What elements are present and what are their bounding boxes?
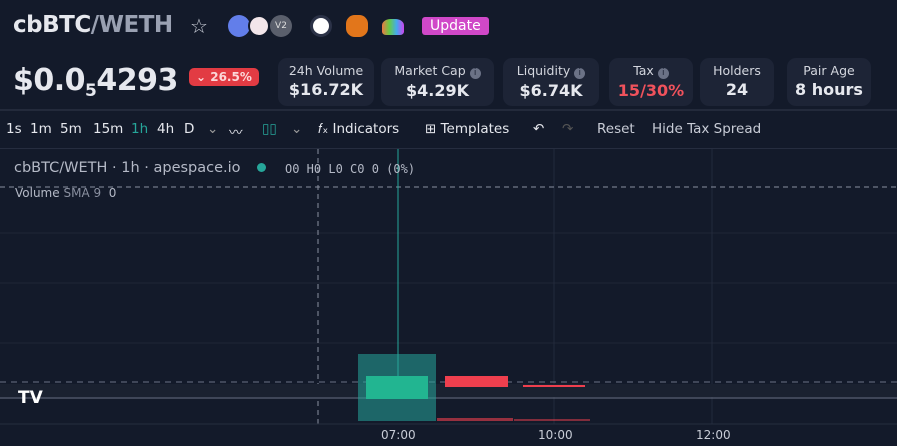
pair-title: cbBTC/WETH	[13, 12, 173, 38]
candles-icon[interactable]: ▯▯	[262, 121, 277, 137]
candle	[523, 385, 585, 387]
status-dot	[257, 163, 267, 172]
x-tick: 10:00	[538, 428, 573, 442]
ohlc-readout: O0 H0 L0 C0 0 (0%)	[285, 162, 416, 176]
metamask-icon[interactable]	[346, 15, 368, 37]
price: $0.054293	[13, 63, 178, 101]
price-change-badge: ⌄ 26.5%	[189, 68, 259, 86]
info-icon[interactable]: i	[657, 68, 669, 79]
stat-card: Tax i 15/30%	[609, 58, 693, 106]
update-button[interactable]: Update	[422, 17, 489, 35]
line-chart-icon[interactable]: 〰	[229, 125, 243, 141]
ethereum-icon[interactable]	[228, 15, 250, 37]
redo-icon[interactable]: ↷	[562, 121, 574, 137]
volume-bar	[514, 419, 590, 421]
stat-card: Pair Age 8 hours	[787, 58, 871, 106]
exchange-icon[interactable]	[248, 15, 270, 37]
interval-1s[interactable]: 1s	[6, 121, 22, 137]
interval-5m[interactable]: 5m	[60, 121, 82, 137]
indicators-button[interactable]: 𝑓ₓ Indicators	[318, 121, 400, 137]
v2-badge: V2	[270, 15, 292, 37]
star-icon[interactable]: ☆	[190, 14, 208, 38]
divider	[0, 109, 897, 111]
chevron-down-icon[interactable]: ⌄	[291, 121, 303, 137]
chart-icon[interactable]	[310, 15, 332, 37]
reset-button[interactable]: Reset	[597, 121, 635, 137]
volume-bar	[437, 418, 513, 421]
volume-legend: Volume SMA 9 0	[15, 186, 117, 200]
fx-icon: 𝑓ₓ	[318, 121, 329, 137]
hide-tax-spread-button[interactable]: Hide Tax Spread	[652, 121, 762, 137]
candle	[445, 376, 508, 387]
interval-15m[interactable]: 15m	[93, 121, 124, 137]
info-icon[interactable]: i	[574, 68, 586, 79]
price-band	[0, 384, 897, 397]
chart-legend: cbBTC/WETH · 1h · apespace.io	[14, 160, 267, 176]
undo-icon[interactable]: ↶	[533, 121, 545, 137]
templates-button[interactable]: ⊞ Templates	[425, 121, 510, 137]
price-chart[interactable]	[0, 148, 897, 445]
x-tick: 12:00	[696, 428, 731, 442]
templates-icon: ⊞	[425, 121, 437, 137]
info-icon[interactable]: i	[469, 68, 481, 79]
stat-card: 24h Volume $16.72K	[278, 58, 374, 106]
tradingview-logo[interactable]: TV	[18, 388, 43, 408]
stat-card: Market Cap i $4.29K	[381, 58, 494, 106]
interval-1h[interactable]: 1h	[131, 121, 149, 137]
stat-card: Holders 24	[700, 58, 774, 106]
lotus-icon[interactable]	[382, 19, 404, 35]
candle	[366, 376, 428, 399]
x-tick: 07:00	[381, 428, 416, 442]
interval-1m[interactable]: 1m	[30, 121, 52, 137]
stat-card: Liquidity i $6.74K	[503, 58, 599, 106]
interval-4h[interactable]: 4h	[157, 121, 175, 137]
chevron-down-icon[interactable]: ⌄	[207, 121, 219, 137]
interval-D[interactable]: D	[184, 121, 195, 137]
